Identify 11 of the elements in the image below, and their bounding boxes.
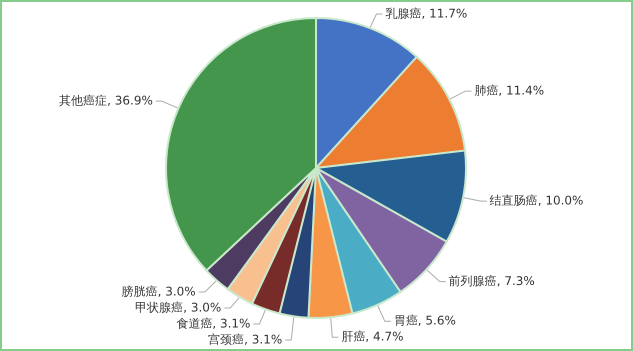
slice-label: 食道癌, 3.1%: [176, 316, 250, 330]
slice-label: 宫颈癌, 3.1%: [208, 332, 282, 346]
slice-label: 肺癌, 11.4%: [474, 83, 544, 98]
slice-label: 前列腺癌, 7.3%: [448, 274, 535, 288]
slice-label: 胃癌, 5.6%: [394, 314, 456, 328]
slice-label: 其他癌症, 36.9%: [59, 93, 153, 108]
slice-label: 乳腺癌, 11.7%: [385, 6, 468, 20]
slice-label: 甲状腺癌, 3.0%: [135, 300, 222, 314]
slice-label: 结直肠癌, 10.0%: [490, 193, 584, 208]
slice-label: 膀胱癌, 3.0%: [122, 284, 196, 298]
slice-label: 肝癌, 4.7%: [341, 330, 404, 344]
